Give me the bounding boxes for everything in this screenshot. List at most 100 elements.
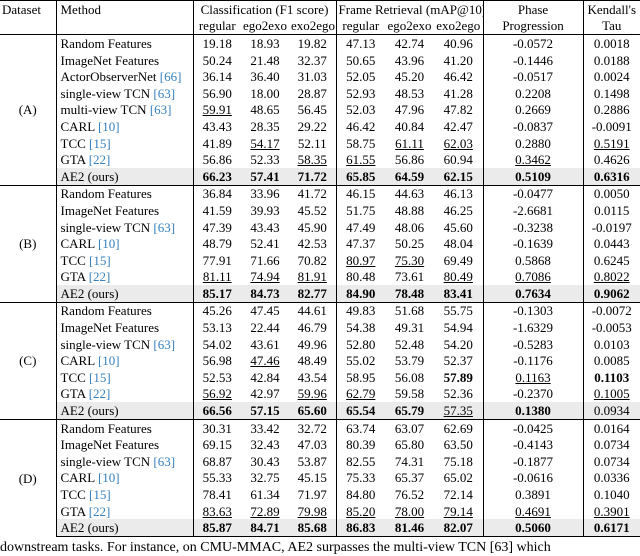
value-cell: 52.05 — [336, 68, 385, 85]
value-cell: 43.61 — [241, 336, 289, 353]
method-cell: GTA [22] — [56, 385, 194, 403]
value-cell: 19.82 — [289, 34, 337, 52]
value-cell: 55.75 — [434, 301, 484, 320]
value-text: 63.50 — [443, 437, 473, 453]
value-text: 32.43 — [250, 437, 280, 453]
value-cell: 84.90 — [336, 285, 386, 303]
value-cell: 0.0734 — [583, 436, 640, 453]
value-cell: 65.80 — [385, 436, 434, 453]
value-cell: 52.80 — [336, 336, 385, 353]
value-text: 33.96 — [250, 186, 280, 202]
value-text: 66.23 — [202, 168, 232, 184]
value-cell: 0.0734 — [583, 453, 640, 470]
value-text: 59.96 — [297, 386, 327, 402]
value-text: 50.65 — [346, 52, 376, 68]
dataset-cell: (B) — [0, 184, 57, 303]
value-cell: 45.26 — [193, 301, 241, 320]
value-text: -0.0053 — [591, 320, 632, 336]
value-text: 48.04 — [443, 236, 473, 252]
value-text: 46.42 — [443, 69, 473, 85]
value-text: 0.1103 — [594, 369, 630, 385]
value-cell: 46.42 — [336, 118, 385, 135]
value-text: 18.00 — [250, 85, 280, 101]
value-cell: 42.47 — [434, 118, 484, 135]
value-cell: -0.0837 — [483, 118, 584, 135]
value-cell: 0.6245 — [583, 252, 640, 269]
value-cell: 52.36 — [434, 385, 484, 403]
value-text: 69.15 — [202, 437, 232, 453]
value-text: 68.87 — [202, 453, 232, 469]
value-cell: 52.93 — [336, 85, 385, 102]
citation: [63] — [153, 219, 176, 235]
value-text: 28.87 — [297, 85, 327, 101]
value-cell: 85.87 — [193, 519, 241, 538]
value-cell: 81.46 — [385, 519, 435, 538]
value-text: -0.2370 — [512, 386, 554, 402]
value-text: 30.43 — [250, 453, 280, 469]
value-cell: 58.35 — [289, 151, 337, 168]
value-cell: 41.59 — [193, 202, 241, 219]
value-text: 54.38 — [346, 320, 376, 336]
header-sub: exo2ego — [289, 17, 337, 35]
value-text: 0.2669 — [515, 102, 551, 118]
value-text: 39.93 — [250, 202, 280, 218]
value-text: 47.49 — [346, 219, 376, 235]
value-cell: 0.2208 — [483, 84, 584, 102]
value-cell: -0.1639 — [483, 235, 584, 252]
value-cell: 83.63 — [193, 503, 241, 520]
value-cell: 54.38 — [336, 319, 385, 336]
value-text: 32.75 — [250, 470, 280, 486]
method-name: ImageNet Features — [60, 52, 160, 68]
method-name: multi-view TCN — [60, 102, 147, 118]
value-text: -0.0425 — [512, 420, 554, 436]
value-text: 86.83 — [346, 520, 376, 536]
value-cell: 0.5109 — [483, 167, 584, 186]
method-name: single-view TCN — [60, 85, 151, 101]
method-cell: single-view TCN [63] — [56, 84, 194, 102]
header-cell: Dataset — [0, 0, 57, 18]
header-cell: Progression — [483, 17, 584, 35]
value-text: -0.1639 — [512, 236, 554, 252]
value-cell: 0.4691 — [483, 502, 584, 520]
value-text: 61.11 — [395, 135, 424, 151]
value-text: 75.30 — [394, 252, 425, 268]
value-cell: 53.13 — [193, 319, 241, 336]
value-cell: 47.96 — [385, 102, 434, 119]
value-cell: 28.35 — [241, 118, 289, 135]
value-cell: 0.0018 — [583, 34, 640, 52]
value-text: 63.07 — [394, 420, 425, 436]
value-cell: 60.94 — [434, 151, 484, 168]
value-cell: 65.85 — [336, 167, 386, 186]
method-cell: TCC [15] — [56, 369, 194, 386]
value-text: 46.13 — [443, 186, 473, 202]
value-text: 41.89 — [202, 135, 232, 151]
citation: [15] — [89, 135, 111, 151]
method-name: CARL — [60, 236, 95, 252]
value-cell: 69.49 — [434, 251, 484, 269]
table-row: AE2 (ours) 85.17 84.73 82.77 84.90 78.48 83.41… — [0, 285, 640, 303]
value-cell: 62.15 — [434, 167, 484, 186]
value-cell: 55.02 — [336, 352, 385, 369]
value-cell: 0.7634 — [483, 285, 584, 303]
value-cell: 0.0443 — [583, 235, 640, 252]
value-text: 53.87 — [297, 453, 327, 469]
value-text: 55.75 — [443, 303, 473, 319]
value-text: -0.0837 — [512, 118, 554, 134]
value-text: 19.18 — [202, 35, 232, 51]
value-cell: 0.1380 — [483, 402, 584, 420]
value-cell: 50.24 — [193, 52, 241, 69]
value-text: 57.15 — [250, 403, 280, 419]
value-cell: -0.0616 — [483, 469, 584, 487]
value-cell: 48.65 — [241, 102, 289, 119]
value-text: 46.79 — [297, 320, 327, 336]
value-text: 49.83 — [346, 303, 376, 319]
value-cell: 62.79 — [336, 386, 385, 403]
value-text: 36.84 — [202, 186, 232, 202]
value-text: 83.41 — [443, 285, 473, 301]
value-text: 52.05 — [346, 69, 376, 85]
value-cell: 47.45 — [241, 301, 289, 320]
value-cell: 84.73 — [241, 285, 289, 303]
citation: [22] — [88, 269, 111, 285]
dataset-cell: (C) — [0, 301, 57, 420]
